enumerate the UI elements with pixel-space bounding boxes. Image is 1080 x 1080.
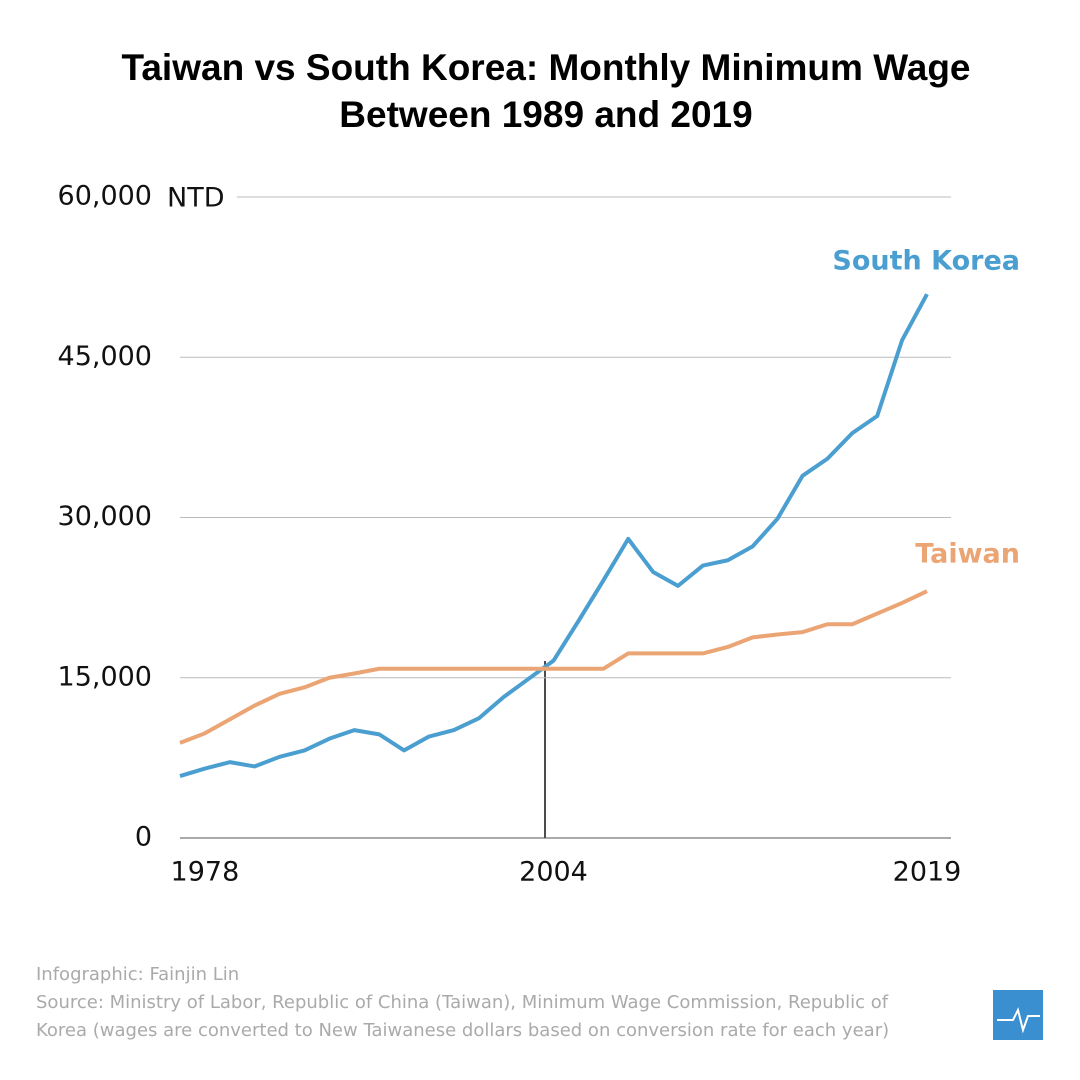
credit: Infographic: Fainjin Lin bbox=[36, 964, 240, 985]
series-label: Taiwan bbox=[915, 539, 1020, 570]
series-line bbox=[179, 293, 929, 778]
logo bbox=[993, 990, 1043, 1040]
x-tick-label: 1978 bbox=[171, 857, 240, 888]
y-tick-label: 15,000 bbox=[58, 661, 152, 692]
y-tick-label: 60,000 bbox=[58, 181, 152, 212]
x-tick-label: 2004 bbox=[519, 857, 588, 888]
y-axis-label: NTD bbox=[167, 183, 224, 214]
series-line bbox=[179, 589, 928, 745]
source: Source: Ministry of Labor, Republic of C… bbox=[36, 992, 890, 1041]
series-label: South Korea bbox=[832, 246, 1020, 277]
y-tick-label: 45,000 bbox=[58, 341, 152, 372]
y-tick-label: 0 bbox=[135, 822, 152, 853]
chart-title: Taiwan vs South Korea: Monthly Minimum W… bbox=[121, 47, 971, 135]
x-tick-label: 2019 bbox=[893, 857, 962, 888]
y-tick-label: 30,000 bbox=[58, 501, 152, 532]
